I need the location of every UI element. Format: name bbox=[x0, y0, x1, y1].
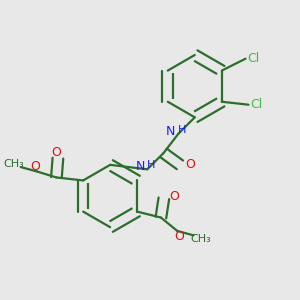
Text: O: O bbox=[174, 230, 184, 243]
Text: H: H bbox=[147, 160, 155, 170]
Text: Cl: Cl bbox=[250, 98, 262, 111]
Text: O: O bbox=[185, 158, 195, 171]
Text: Cl: Cl bbox=[247, 52, 259, 64]
Text: N: N bbox=[136, 160, 145, 173]
Text: N: N bbox=[166, 125, 176, 138]
Text: CH₃: CH₃ bbox=[3, 158, 24, 169]
Text: O: O bbox=[52, 146, 61, 159]
Text: CH₃: CH₃ bbox=[190, 234, 212, 244]
Text: O: O bbox=[169, 190, 179, 203]
Text: H: H bbox=[178, 124, 186, 134]
Text: O: O bbox=[31, 160, 40, 173]
